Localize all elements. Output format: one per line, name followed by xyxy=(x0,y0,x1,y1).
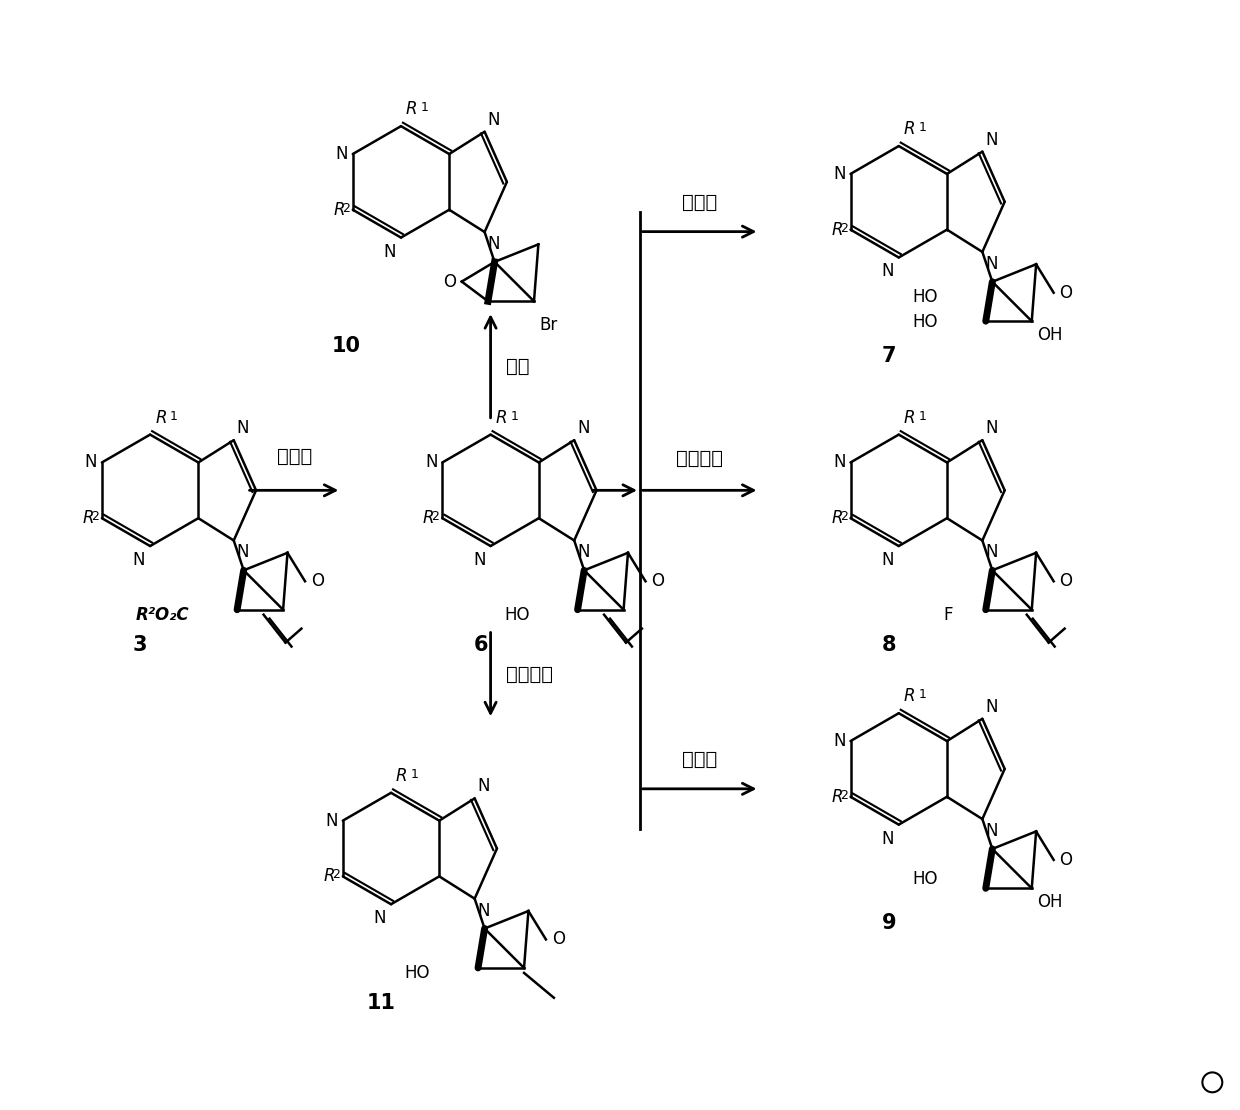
Text: N: N xyxy=(986,131,998,149)
Text: 氟化试剂: 氟化试剂 xyxy=(676,450,723,468)
Text: N: N xyxy=(577,544,590,562)
Text: HO: HO xyxy=(913,287,937,305)
Text: R: R xyxy=(423,509,434,527)
Text: R: R xyxy=(904,687,915,705)
Text: 2: 2 xyxy=(839,511,847,523)
Text: 溃化: 溃化 xyxy=(506,356,529,375)
Text: R²O₂C: R²O₂C xyxy=(135,606,188,624)
Text: HO: HO xyxy=(503,606,529,624)
Text: HO: HO xyxy=(913,313,937,331)
Text: R: R xyxy=(155,408,166,426)
Text: N: N xyxy=(487,235,500,253)
Text: N: N xyxy=(986,255,998,273)
Text: O: O xyxy=(651,573,665,591)
Text: O: O xyxy=(552,930,565,948)
Text: R: R xyxy=(334,201,345,219)
Text: O: O xyxy=(311,573,324,591)
Text: 9: 9 xyxy=(882,914,897,934)
Text: OH: OH xyxy=(1037,894,1063,911)
Text: O: O xyxy=(443,273,456,291)
Text: 3: 3 xyxy=(133,635,148,655)
Text: HO: HO xyxy=(913,870,937,888)
Text: N: N xyxy=(325,811,337,829)
Text: R: R xyxy=(831,509,842,527)
Text: N: N xyxy=(986,544,998,562)
Text: 6: 6 xyxy=(474,635,487,655)
Text: N: N xyxy=(383,243,396,261)
Text: R: R xyxy=(831,221,842,239)
Text: N: N xyxy=(237,420,249,437)
Text: 1: 1 xyxy=(919,410,926,423)
Text: 7: 7 xyxy=(882,346,897,366)
Text: R: R xyxy=(396,767,408,785)
Text: 氢化还原: 氢化还原 xyxy=(506,665,553,684)
Text: 2: 2 xyxy=(332,868,340,881)
Text: O: O xyxy=(1060,573,1073,591)
Text: R: R xyxy=(904,408,915,426)
Text: 羟基化: 羟基化 xyxy=(682,750,717,769)
Text: 1: 1 xyxy=(170,410,177,423)
Text: 11: 11 xyxy=(367,992,396,1012)
Text: N: N xyxy=(882,262,894,281)
Text: N: N xyxy=(84,454,97,472)
Text: O: O xyxy=(1060,851,1073,869)
Text: 1: 1 xyxy=(511,410,518,423)
Text: N: N xyxy=(425,454,438,472)
Text: R: R xyxy=(82,509,94,527)
Text: N: N xyxy=(833,165,846,183)
Text: O: O xyxy=(1060,284,1073,302)
Text: N: N xyxy=(833,454,846,472)
Text: N: N xyxy=(577,420,590,437)
Text: N: N xyxy=(335,145,347,163)
Text: HO: HO xyxy=(404,965,430,982)
Text: N: N xyxy=(477,777,490,796)
Text: 1: 1 xyxy=(919,121,926,134)
Text: N: N xyxy=(882,829,894,848)
Text: F: F xyxy=(942,606,952,624)
Text: N: N xyxy=(882,551,894,569)
Text: N: N xyxy=(487,111,500,129)
Text: N: N xyxy=(986,698,998,716)
Text: R: R xyxy=(405,100,418,118)
Text: 1: 1 xyxy=(410,768,419,780)
Text: N: N xyxy=(833,733,846,750)
Text: 2: 2 xyxy=(91,511,99,523)
Text: N: N xyxy=(237,544,249,562)
Text: R: R xyxy=(324,867,335,886)
Text: Br: Br xyxy=(539,316,557,334)
Text: R: R xyxy=(831,788,842,806)
Text: R: R xyxy=(496,408,507,426)
Text: N: N xyxy=(986,823,998,840)
Text: 还原剂: 还原剂 xyxy=(277,446,312,465)
Text: 2: 2 xyxy=(839,789,847,801)
Text: 2: 2 xyxy=(342,202,350,214)
Text: 8: 8 xyxy=(882,635,897,655)
Text: N: N xyxy=(373,909,386,927)
Text: OH: OH xyxy=(1037,326,1063,344)
Text: 双羟化: 双羟化 xyxy=(682,193,717,212)
Text: 2: 2 xyxy=(432,511,439,523)
Text: 10: 10 xyxy=(332,336,361,356)
Text: 1: 1 xyxy=(420,101,429,114)
Text: N: N xyxy=(133,551,145,569)
Text: N: N xyxy=(477,901,490,920)
Text: N: N xyxy=(986,420,998,437)
Text: N: N xyxy=(474,551,486,569)
Text: 2: 2 xyxy=(839,222,847,234)
Text: 1: 1 xyxy=(919,688,926,702)
Text: R: R xyxy=(904,120,915,138)
